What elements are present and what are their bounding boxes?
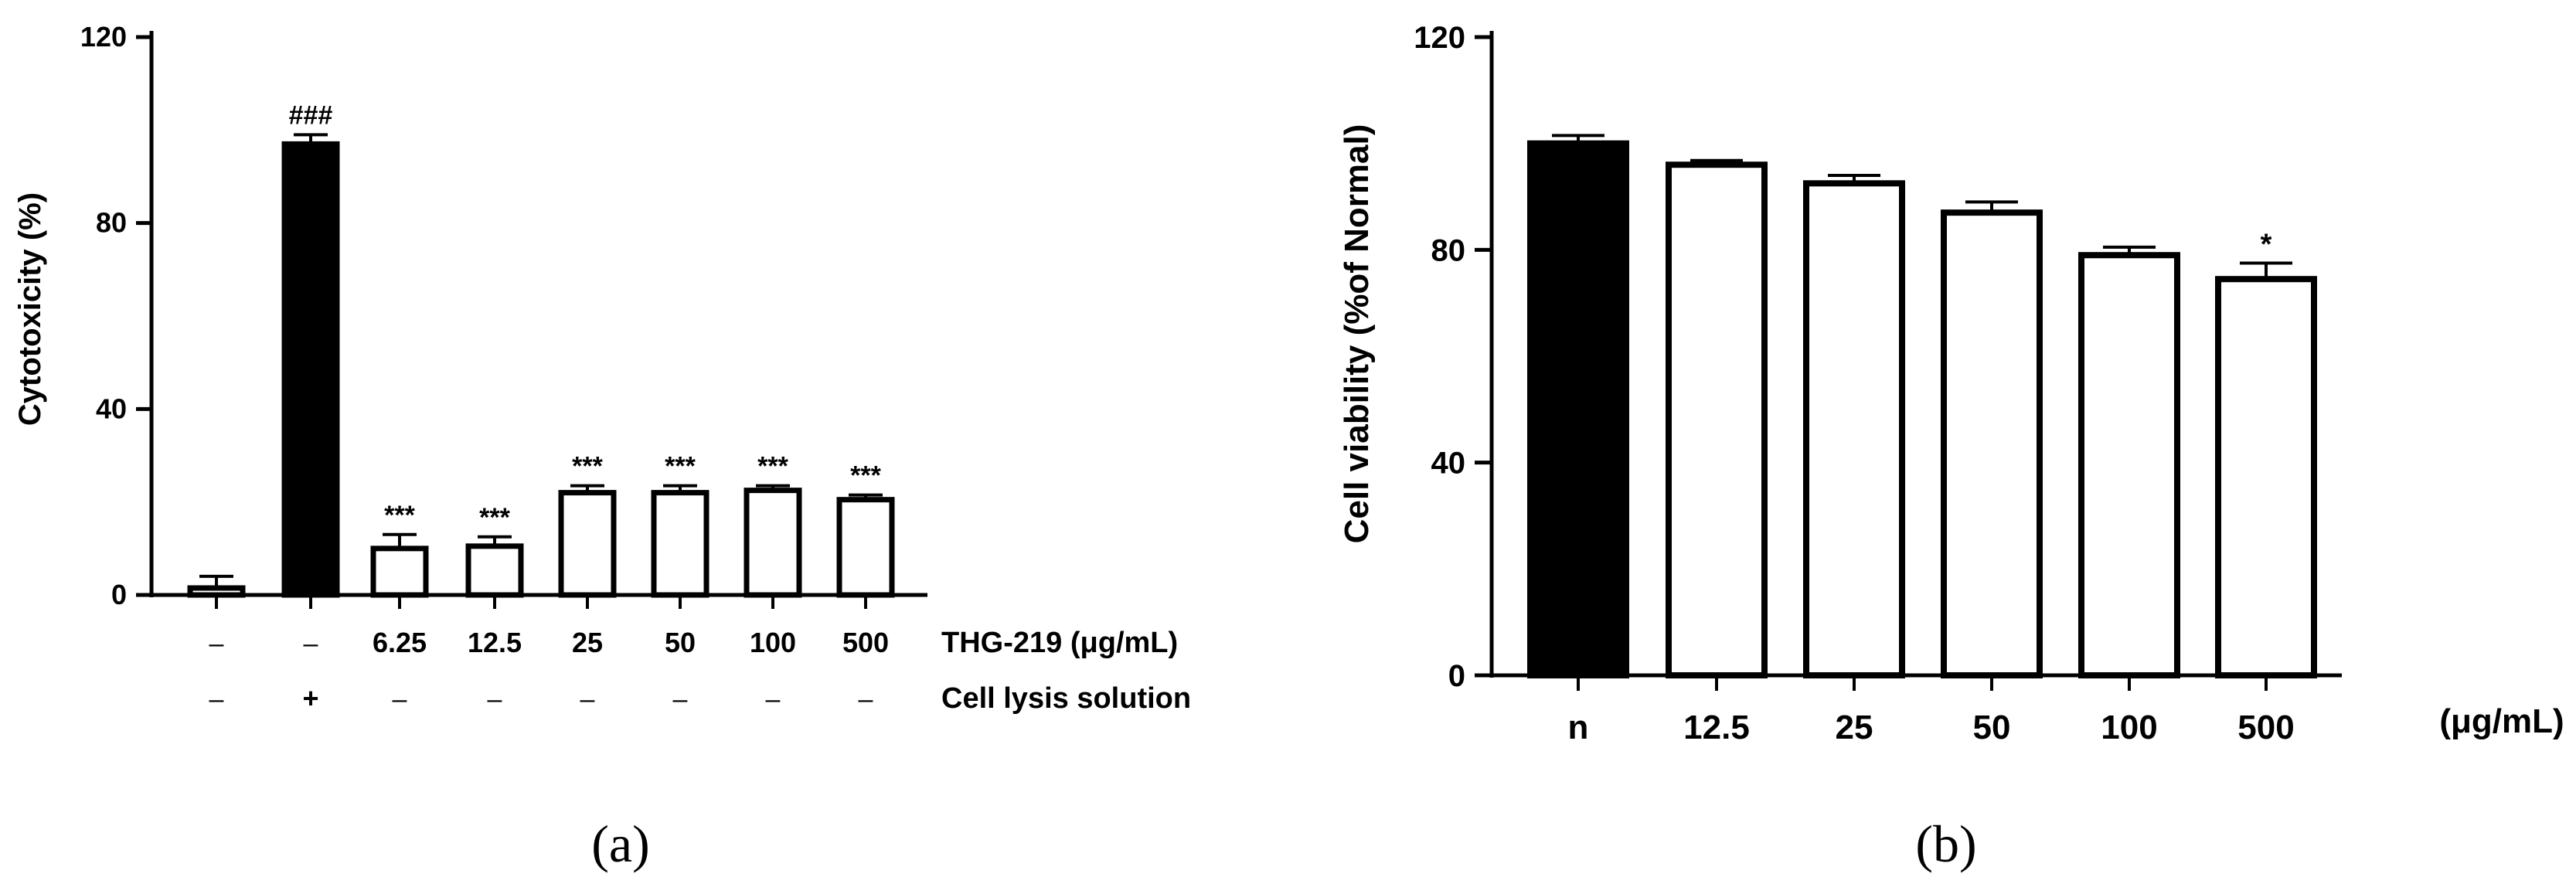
panel-a-caption: (a)	[591, 814, 649, 873]
panel-a-row-cell: –	[488, 685, 502, 714]
panel-b-bar	[1666, 161, 1768, 678]
panel-a-row-cell: 25	[572, 627, 603, 658]
panel-b-bar	[1803, 180, 1905, 678]
panel-b-ytick-label: 0	[1448, 659, 1465, 693]
panel-a-bar	[651, 490, 710, 598]
panel-b-bar	[2215, 276, 2317, 679]
panel-a-row-cell: –	[859, 685, 873, 714]
panel-a-row-cell: –	[209, 685, 224, 714]
panel-a-bar	[370, 546, 429, 598]
panel-a-significance-label: ***	[384, 501, 415, 530]
panel-b-category-label: 25	[1836, 709, 1873, 746]
panel-a-significance-label: ***	[665, 452, 696, 481]
panel-a-row-cell: 100	[750, 627, 796, 658]
panel-b-category-label: 100	[2101, 709, 2157, 746]
panel-a-ylabel: Cytotoxicity (%)	[13, 192, 47, 426]
panel-a-significance-label: ***	[757, 452, 788, 481]
panel-a-significance-label: ***	[572, 452, 603, 481]
panel-b-bar	[2078, 252, 2180, 678]
panel-a-row-cell: 12.5	[468, 627, 522, 658]
panel-a-chart: 0 40 80 120 ### *** *** *** *** *** *** – – 6.25 12.5 2…	[80, 21, 1191, 715]
panel-b-bar	[1527, 140, 1629, 678]
panel-a-bar	[744, 488, 802, 598]
panel-a-bar	[187, 585, 246, 598]
panel-a-row-cell: –	[580, 685, 595, 714]
panel-a-row-cell: +	[302, 682, 318, 714]
panel-a-significance-label: ###	[289, 100, 333, 130]
panel-b-bar	[1941, 209, 2043, 678]
panel-a-significance-label: ***	[479, 503, 510, 532]
panel-b-category-label: n	[1568, 709, 1589, 746]
panel-b-ytick-label: 80	[1431, 233, 1466, 267]
panel-b-category-label: 12.5	[1683, 709, 1750, 746]
panel-b-significance-label: *	[2261, 229, 2272, 261]
panel-a-row-label: Cell lysis solution	[941, 682, 1191, 715]
panel-a-ytick-label: 80	[96, 207, 127, 239]
panel-a-row-cell: 6.25	[373, 627, 427, 658]
panel-a-bar	[465, 543, 524, 598]
panel-a-ytick-label: 0	[111, 579, 127, 610]
panel-b-ylabel: Cell viability (%of Normal)	[1338, 124, 1376, 544]
panel-b-xlabel: (μg/mL)	[2439, 702, 2564, 740]
panel-a-bar	[558, 490, 617, 598]
panel-a-row-cell: –	[393, 685, 407, 714]
panel-a-row-cell: 50	[665, 627, 696, 658]
panel-a-row-cell: –	[673, 685, 688, 714]
panel-a-bar	[836, 497, 895, 598]
panel-a-ytick-label: 120	[80, 21, 127, 53]
panel-a-row-cell: –	[304, 629, 318, 658]
panel-a-bar	[281, 141, 340, 598]
panel-a-row-cell: –	[766, 685, 781, 714]
panel-b-category-label: 500	[2237, 709, 2294, 746]
panel-a-row-label: THG-219 (μg/mL)	[941, 627, 1178, 659]
panel-a-significance-label: ***	[850, 461, 881, 491]
panel-b-chart: 0 40 80 120 n 12.5 25 50 100 500 *	[1414, 21, 2342, 746]
panel-b-category-label: 50	[1973, 709, 2011, 746]
panel-a-row-cell: –	[209, 629, 224, 658]
panel-b-ytick-label: 120	[1414, 21, 1465, 55]
panel-a-row-cell: 500	[842, 627, 889, 658]
panel-a-ytick-label: 40	[96, 393, 127, 424]
panel-b-caption: (b)	[1915, 814, 1976, 873]
panel-b-ytick-label: 40	[1431, 447, 1466, 481]
